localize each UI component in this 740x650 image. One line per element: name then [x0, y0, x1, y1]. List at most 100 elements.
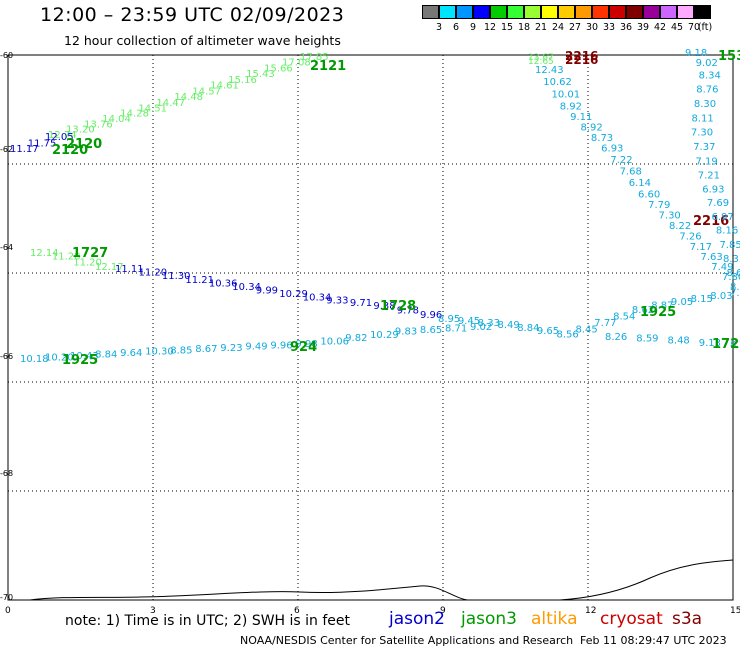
track-1925-value: 9.65 — [537, 326, 559, 337]
track-2121-value: 14.51 — [138, 103, 167, 114]
colorbar-label: 6 — [452, 22, 460, 33]
coastline — [29, 559, 734, 601]
colorbar-label: 39 — [636, 22, 650, 33]
track-1729-value: 8.59 — [636, 333, 658, 344]
colorbar-swatch — [439, 5, 456, 19]
track-1728-value: 9.78 — [397, 305, 419, 316]
track-1727-value: 12.17 — [95, 262, 124, 273]
track-1728-label: 1728 — [380, 299, 416, 314]
track-153-value: 9.18 — [685, 48, 707, 59]
track-1925-value: 8.56 — [557, 329, 579, 340]
track-1728-value: 11.21 — [185, 275, 214, 286]
track-153-value: 8.60 — [726, 268, 740, 279]
track-2216-label: 2216 — [693, 214, 729, 229]
track-924-value: 9.64 — [120, 348, 142, 359]
track-153-value: 8.30 — [694, 99, 716, 110]
colorbar-swatch — [456, 5, 473, 19]
track-2121-label: 2121 — [310, 59, 346, 74]
colorbar-swatch — [609, 5, 626, 19]
track-1729-value: 9.13 — [699, 338, 721, 349]
track-2216-value: 8.92 — [580, 122, 602, 133]
lat-tick-label: -60 — [0, 51, 13, 60]
track-1729-value: 8.17 — [730, 340, 740, 351]
track-2216-value: 7.80 — [722, 272, 740, 283]
legend-jason2: jason2 — [389, 609, 445, 629]
track-2120-label: 2120 — [66, 137, 102, 152]
track-2121-value: 15.16 — [228, 75, 257, 86]
lon-tick-label: 6 — [294, 606, 300, 616]
track-1727-value: 11.28 — [52, 252, 81, 263]
track-1925-value: 8.49 — [498, 320, 520, 331]
track-924-label: 924 — [290, 340, 317, 355]
track-1728-value: 9.71 — [350, 298, 372, 309]
track-153-value: 8.76 — [696, 85, 718, 96]
colorbar-swatch — [473, 5, 490, 19]
track-2216-value: 12.43 — [535, 65, 564, 76]
legend-altika: altika — [531, 609, 578, 629]
track-2121-value: 14.47 — [156, 98, 185, 109]
track-153-value: 6.97 — [712, 212, 734, 223]
colorbar-swatch — [677, 5, 694, 19]
colorbar-label: 45 — [670, 22, 684, 33]
colorbar-swatch — [660, 5, 677, 19]
track-153-value: 7.85 — [719, 240, 740, 251]
track-924-value: 10.29 — [370, 330, 399, 341]
lon-tick-label: 9 — [440, 606, 446, 616]
legend-jason3: jason3 — [461, 609, 517, 629]
track-2120-value: 11.17 — [10, 144, 39, 155]
colorbar-swatch — [507, 5, 524, 19]
colorbar-swatch — [592, 5, 609, 19]
lon-tick-label: 15 — [730, 606, 740, 616]
track-1925-value: 7.77 — [594, 318, 616, 329]
lon-tick-label: 12 — [585, 606, 596, 616]
map-frame — [7, 54, 734, 601]
colorbar-swatch — [524, 5, 541, 19]
lat-tick-label: -64 — [0, 243, 13, 252]
colorbar-swatch — [422, 5, 439, 19]
track-153-value: 7.19 — [695, 156, 717, 167]
colorbar-label: 12 — [483, 22, 497, 33]
track-924-value: 8.65 — [420, 325, 442, 336]
track-1727-value: 12.14 — [30, 248, 59, 259]
track-2121-value: 14.04 — [102, 114, 131, 125]
track-1925-value: 9.45 — [458, 316, 480, 327]
track-1728-value: 10.34 — [303, 292, 332, 303]
lat-tick-label: -68 — [0, 469, 13, 478]
track-1728-value: 9.96 — [420, 310, 442, 321]
track-1925-label: 1925 — [640, 305, 676, 320]
track-2121-value: 13.20 — [66, 125, 95, 136]
track-924-value: 9.83 — [395, 327, 417, 338]
track-2216-value: 10.01 — [551, 89, 580, 100]
track-2121-value: 14.28 — [120, 109, 149, 120]
track-153-value: 8.47 — [730, 282, 740, 293]
colorbar-swatch — [626, 5, 643, 19]
track-2121-value: 17.85 — [300, 52, 329, 63]
track-153-value: 8.11 — [691, 113, 713, 124]
footer-note: note: 1) Time is in UTC; 2) SWH is in fe… — [65, 613, 351, 629]
legend-cryosat: cryosat — [600, 609, 663, 629]
track-924-value: 10.43 — [70, 351, 99, 362]
track-1925-value: 8.15 — [691, 294, 713, 305]
track-153-label: 153 — [718, 49, 740, 64]
colorbar-swatch — [694, 5, 711, 19]
track-1925-value: 8.95 — [438, 314, 460, 325]
track-2121-value: 15.43 — [246, 69, 275, 80]
track-2216top-label: 2216 — [565, 53, 598, 67]
lon-tick-label: 0 — [5, 606, 11, 616]
track-2216-value: 7.68 — [620, 166, 642, 177]
track-153-value: 7.37 — [693, 142, 715, 153]
track-2216-value: 7.26 — [679, 231, 701, 242]
track-1728-value: 9.38 — [373, 301, 395, 312]
track-924-value: 10.18 — [20, 354, 49, 365]
track-2216-value: 7.79 — [648, 200, 670, 211]
track-1728-value: 11.11 — [115, 264, 144, 275]
track-2121-value: 14.61 — [210, 81, 239, 92]
track-1729-value: 8.26 — [605, 332, 627, 343]
track-2216-value: 7.30 — [659, 211, 681, 222]
colorbar-label: 30 — [585, 22, 599, 33]
track-153-value: 9.02 — [696, 58, 718, 69]
colorbar-label: 27 — [568, 22, 582, 33]
track-153-value: 8.33 — [723, 254, 740, 265]
track-924-value: 8.84 — [95, 349, 117, 360]
